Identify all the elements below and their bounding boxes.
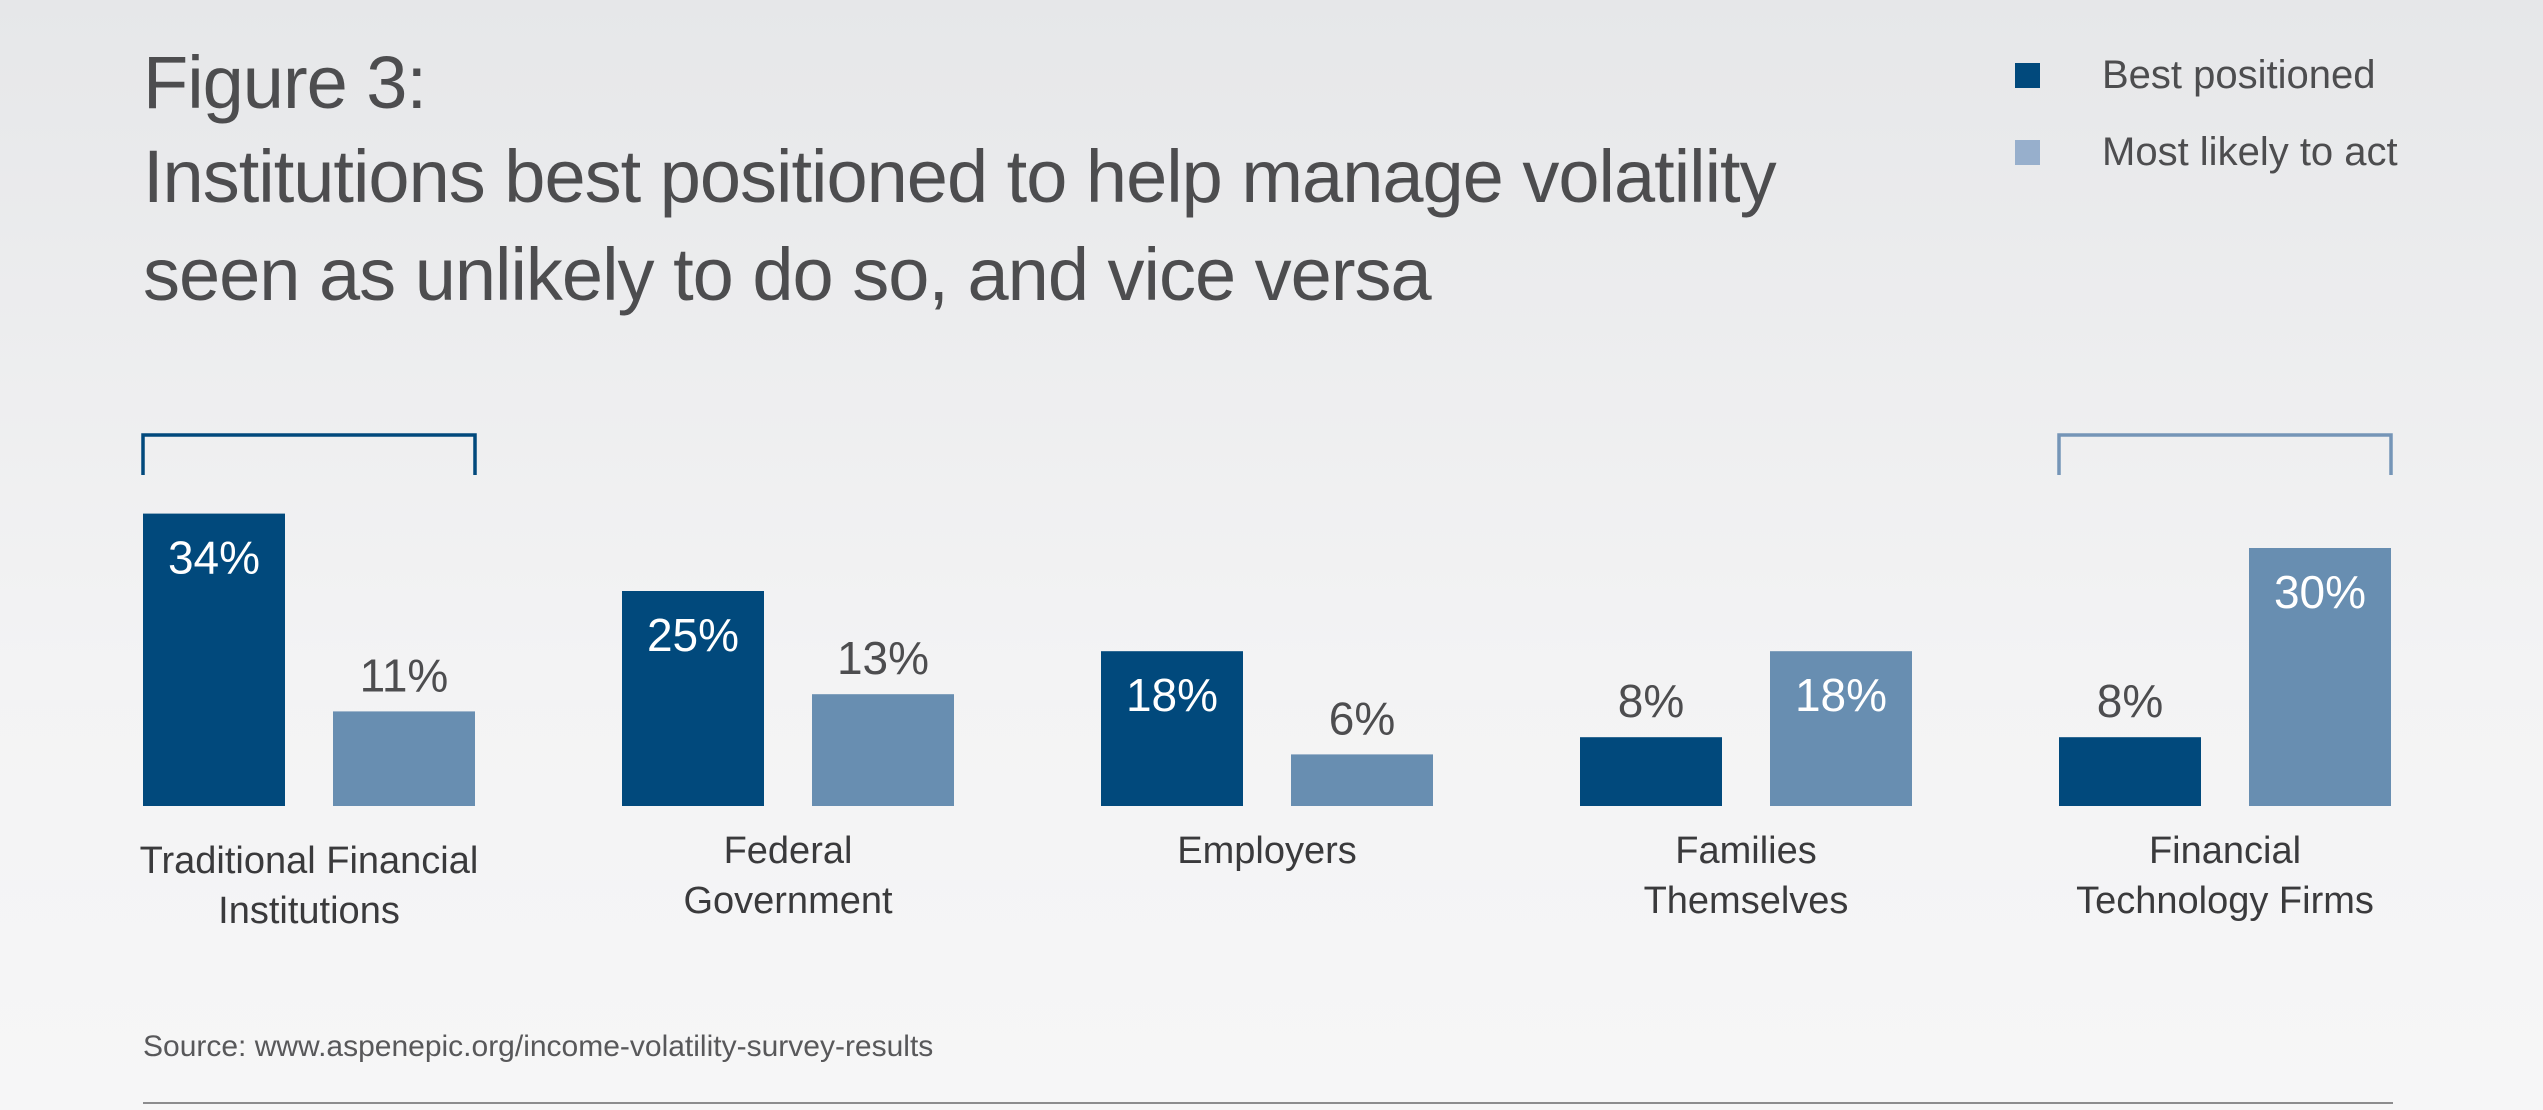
legend-item-best-positioned: Best positioned xyxy=(2015,45,2398,105)
data-label-best-positioned-2: 18% xyxy=(1126,669,1218,721)
category-label-4-line-1: Technology Firms xyxy=(2076,880,2374,922)
category-label-2-line-0: Employers xyxy=(1177,830,1357,872)
highlight-bracket-4 xyxy=(2057,433,2393,475)
category-label-3-line-0: Families xyxy=(1675,830,1816,872)
category-label-4-line-0: Financial xyxy=(2149,830,2301,872)
bar-best-positioned-3 xyxy=(1580,737,1722,806)
legend-label-best-positioned: Best positioned xyxy=(2102,52,2376,97)
bar-most-likely-0 xyxy=(333,711,475,806)
category-label-1-line-0: Federal xyxy=(724,830,853,872)
bar-best-positioned-1 xyxy=(622,591,764,806)
data-label-best-positioned-1: 25% xyxy=(647,609,739,661)
data-label-best-positioned-3: 8% xyxy=(1618,675,1684,727)
bar-most-likely-1 xyxy=(812,694,954,806)
data-label-most-likely-0: 11% xyxy=(360,649,449,701)
highlight-bracket-0 xyxy=(141,433,477,475)
data-label-most-likely-1: 13% xyxy=(837,632,929,684)
legend-label-most-likely: Most likely to act xyxy=(2102,129,2398,174)
source-note: Source: www.aspenepic.org/income-volatil… xyxy=(143,1030,934,1063)
figure-heading: Institutions best positioned to help man… xyxy=(143,135,1777,316)
data-label-best-positioned-4: 8% xyxy=(2097,675,2163,727)
figure-label: Figure 3: xyxy=(143,41,427,124)
bottom-divider xyxy=(143,1102,2393,1104)
bar-most-likely-4 xyxy=(2249,548,2391,806)
data-label-most-likely-4: 30% xyxy=(2274,566,2366,618)
bar-best-positioned-2 xyxy=(1101,651,1243,806)
legend-swatch-most-likely xyxy=(2015,139,2040,165)
legend: Best positioned Most likely to act xyxy=(2015,45,2398,199)
data-label-most-likely-3: 18% xyxy=(1795,669,1887,721)
bar-chart: 34% 11% Traditional Financial Institutions 2… xyxy=(140,433,2393,932)
legend-item-most-likely: Most likely to act xyxy=(2015,122,2398,182)
category-label-1-line-1: Government xyxy=(683,880,893,922)
data-label-most-likely-2: 6% xyxy=(1329,692,1395,744)
category-label-0-line-1: Institutions xyxy=(218,890,400,932)
bar-best-positioned-0 xyxy=(143,513,285,806)
bar-most-likely-2 xyxy=(1291,754,1433,806)
category-label-3-line-1: Themselves xyxy=(1644,880,1849,922)
bar-most-likely-3 xyxy=(1770,651,1912,806)
chart-title: Figure 3: Institutions best positioned t… xyxy=(143,38,1903,324)
category-label-0-line-0: Traditional Financial xyxy=(140,840,479,882)
bar-best-positioned-4 xyxy=(2059,737,2201,806)
legend-swatch-best-positioned xyxy=(2015,62,2040,88)
data-label-best-positioned-0: 34% xyxy=(168,532,260,584)
